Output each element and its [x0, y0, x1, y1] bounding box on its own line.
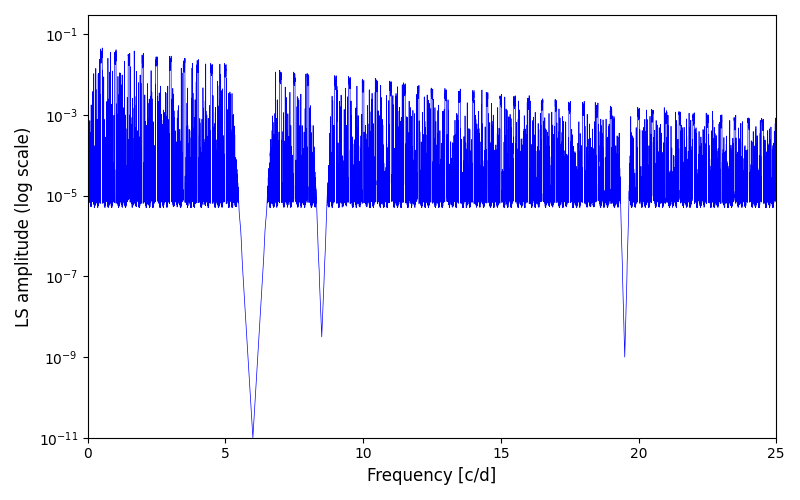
X-axis label: Frequency [c/d]: Frequency [c/d] [367, 467, 497, 485]
Y-axis label: LS amplitude (log scale): LS amplitude (log scale) [15, 126, 33, 326]
